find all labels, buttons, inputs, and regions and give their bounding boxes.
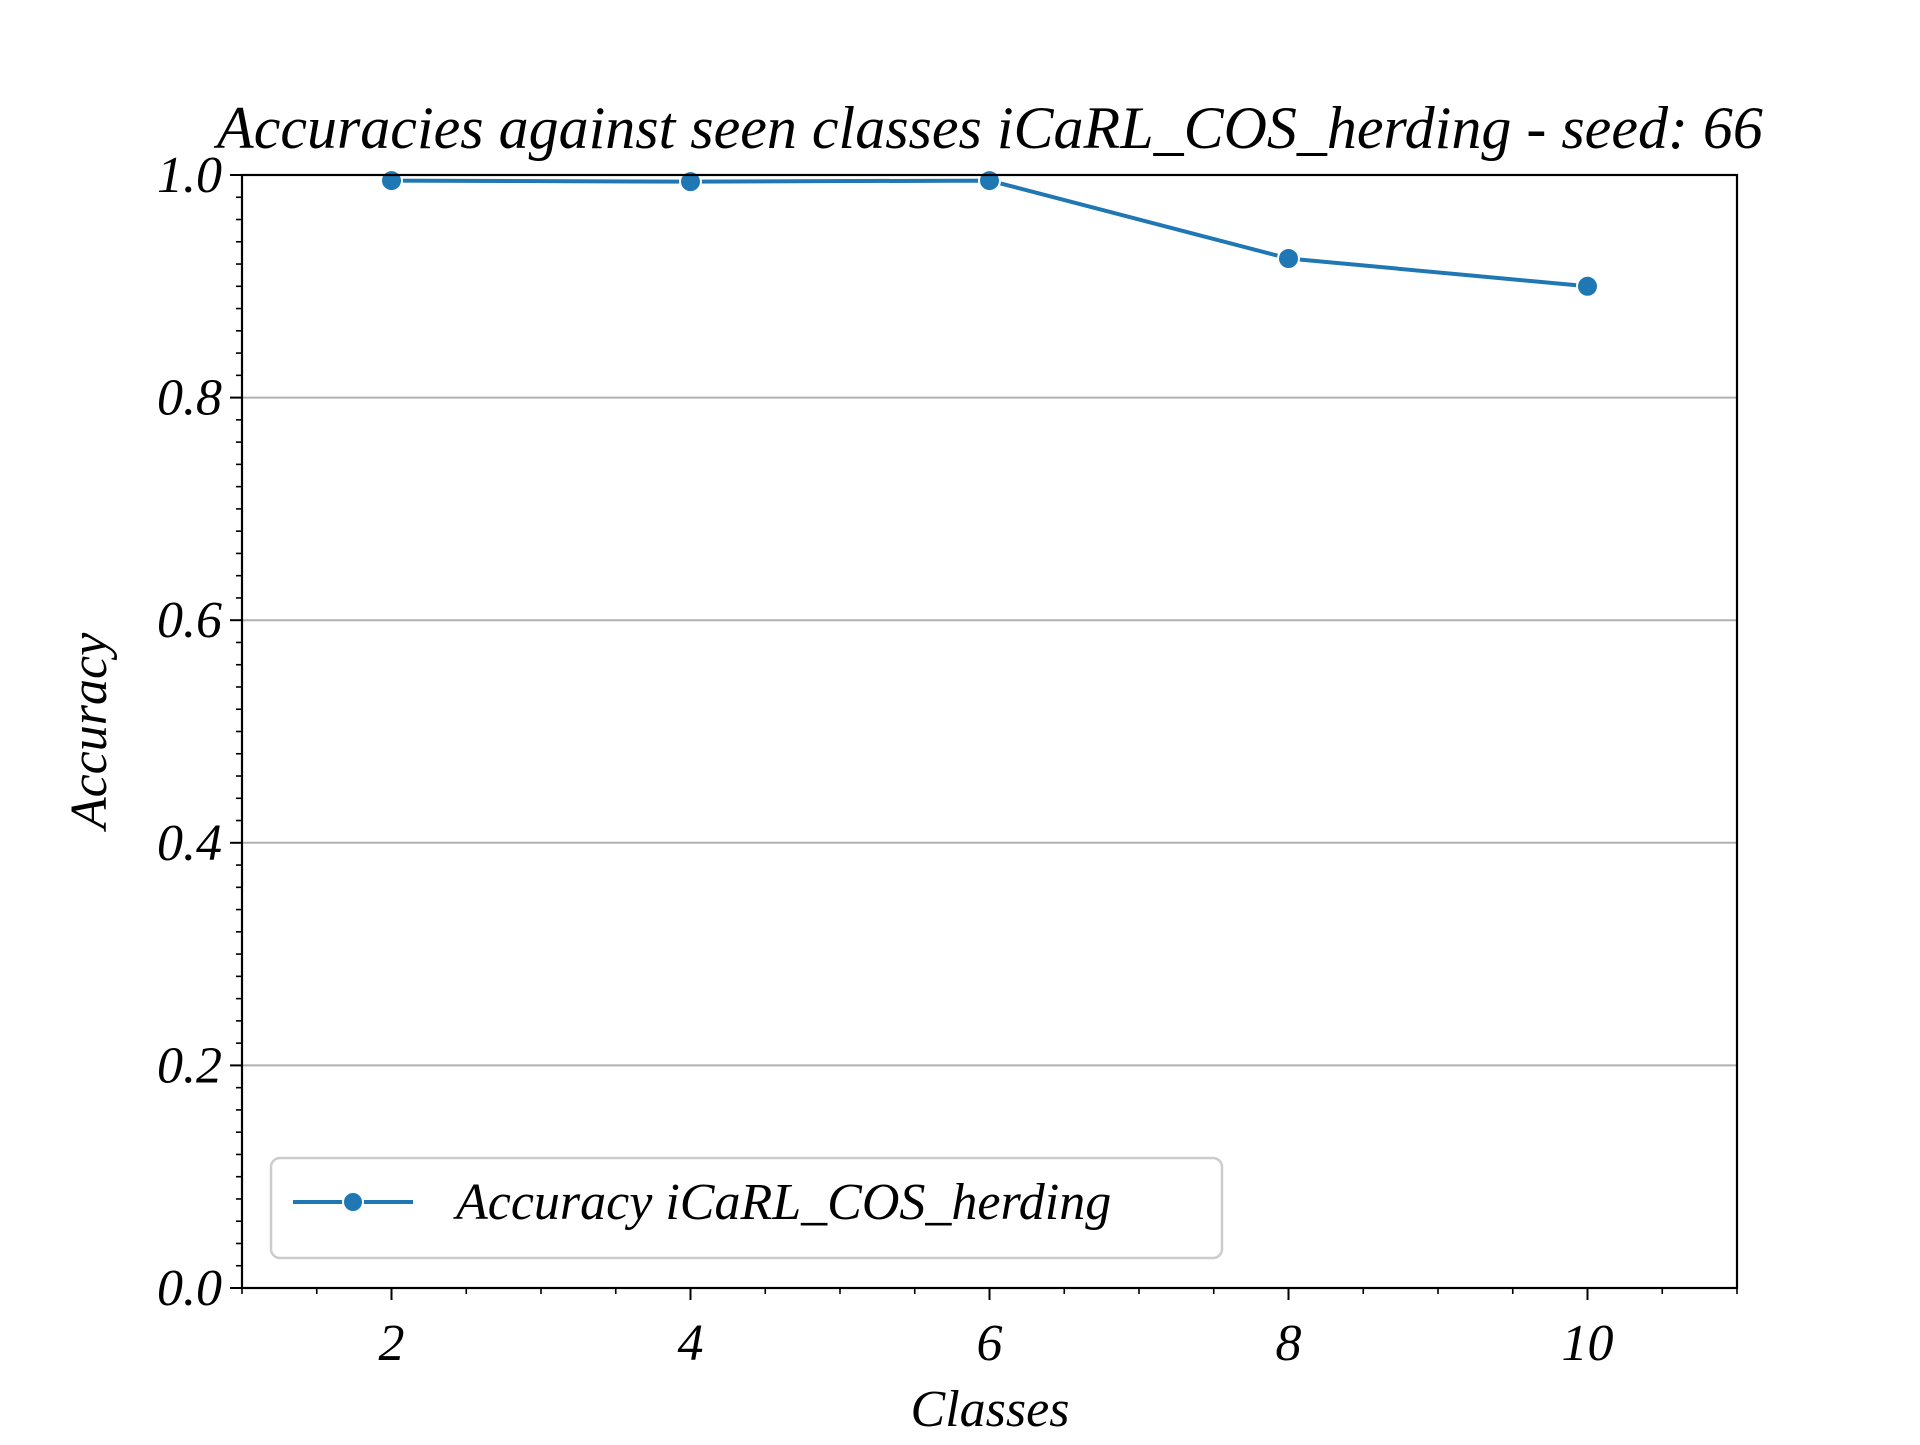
y-tick-label: 1.0 [157, 147, 222, 204]
legend-marker-sample [342, 1191, 364, 1213]
y-tick-label: 0.4 [157, 815, 222, 872]
data-point [380, 169, 403, 193]
legend-box [269, 1156, 1224, 1260]
y-tick-label: 0.0 [157, 1260, 222, 1317]
data-point [1277, 246, 1300, 270]
x-tick-label: 10 [1562, 1315, 1614, 1372]
x-tick-label: 8 [1276, 1315, 1302, 1372]
y-tick-label: 0.6 [157, 592, 222, 649]
legend-label: Accuracy iCaRL_COS_herding [453, 1174, 1111, 1231]
chart-title: Accuracies against seen classes iCaRL_CO… [213, 95, 1763, 161]
x-axis-label: Classes [911, 1381, 1070, 1438]
x-tick-label: 4 [678, 1315, 704, 1372]
data-point [978, 169, 1001, 193]
y-tick-label: 0.2 [157, 1037, 222, 1094]
y-tick-label: 0.8 [157, 370, 222, 427]
x-tick-label: 2 [379, 1315, 405, 1372]
x-tick-label: 6 [977, 1315, 1003, 1372]
data-point [1576, 274, 1599, 298]
legend: Accuracy iCaRL_COS_herding [269, 1156, 1224, 1260]
data-point [679, 170, 702, 194]
axes-frame [240, 173, 1739, 1290]
y-axis-label: Accuracy [61, 632, 118, 832]
